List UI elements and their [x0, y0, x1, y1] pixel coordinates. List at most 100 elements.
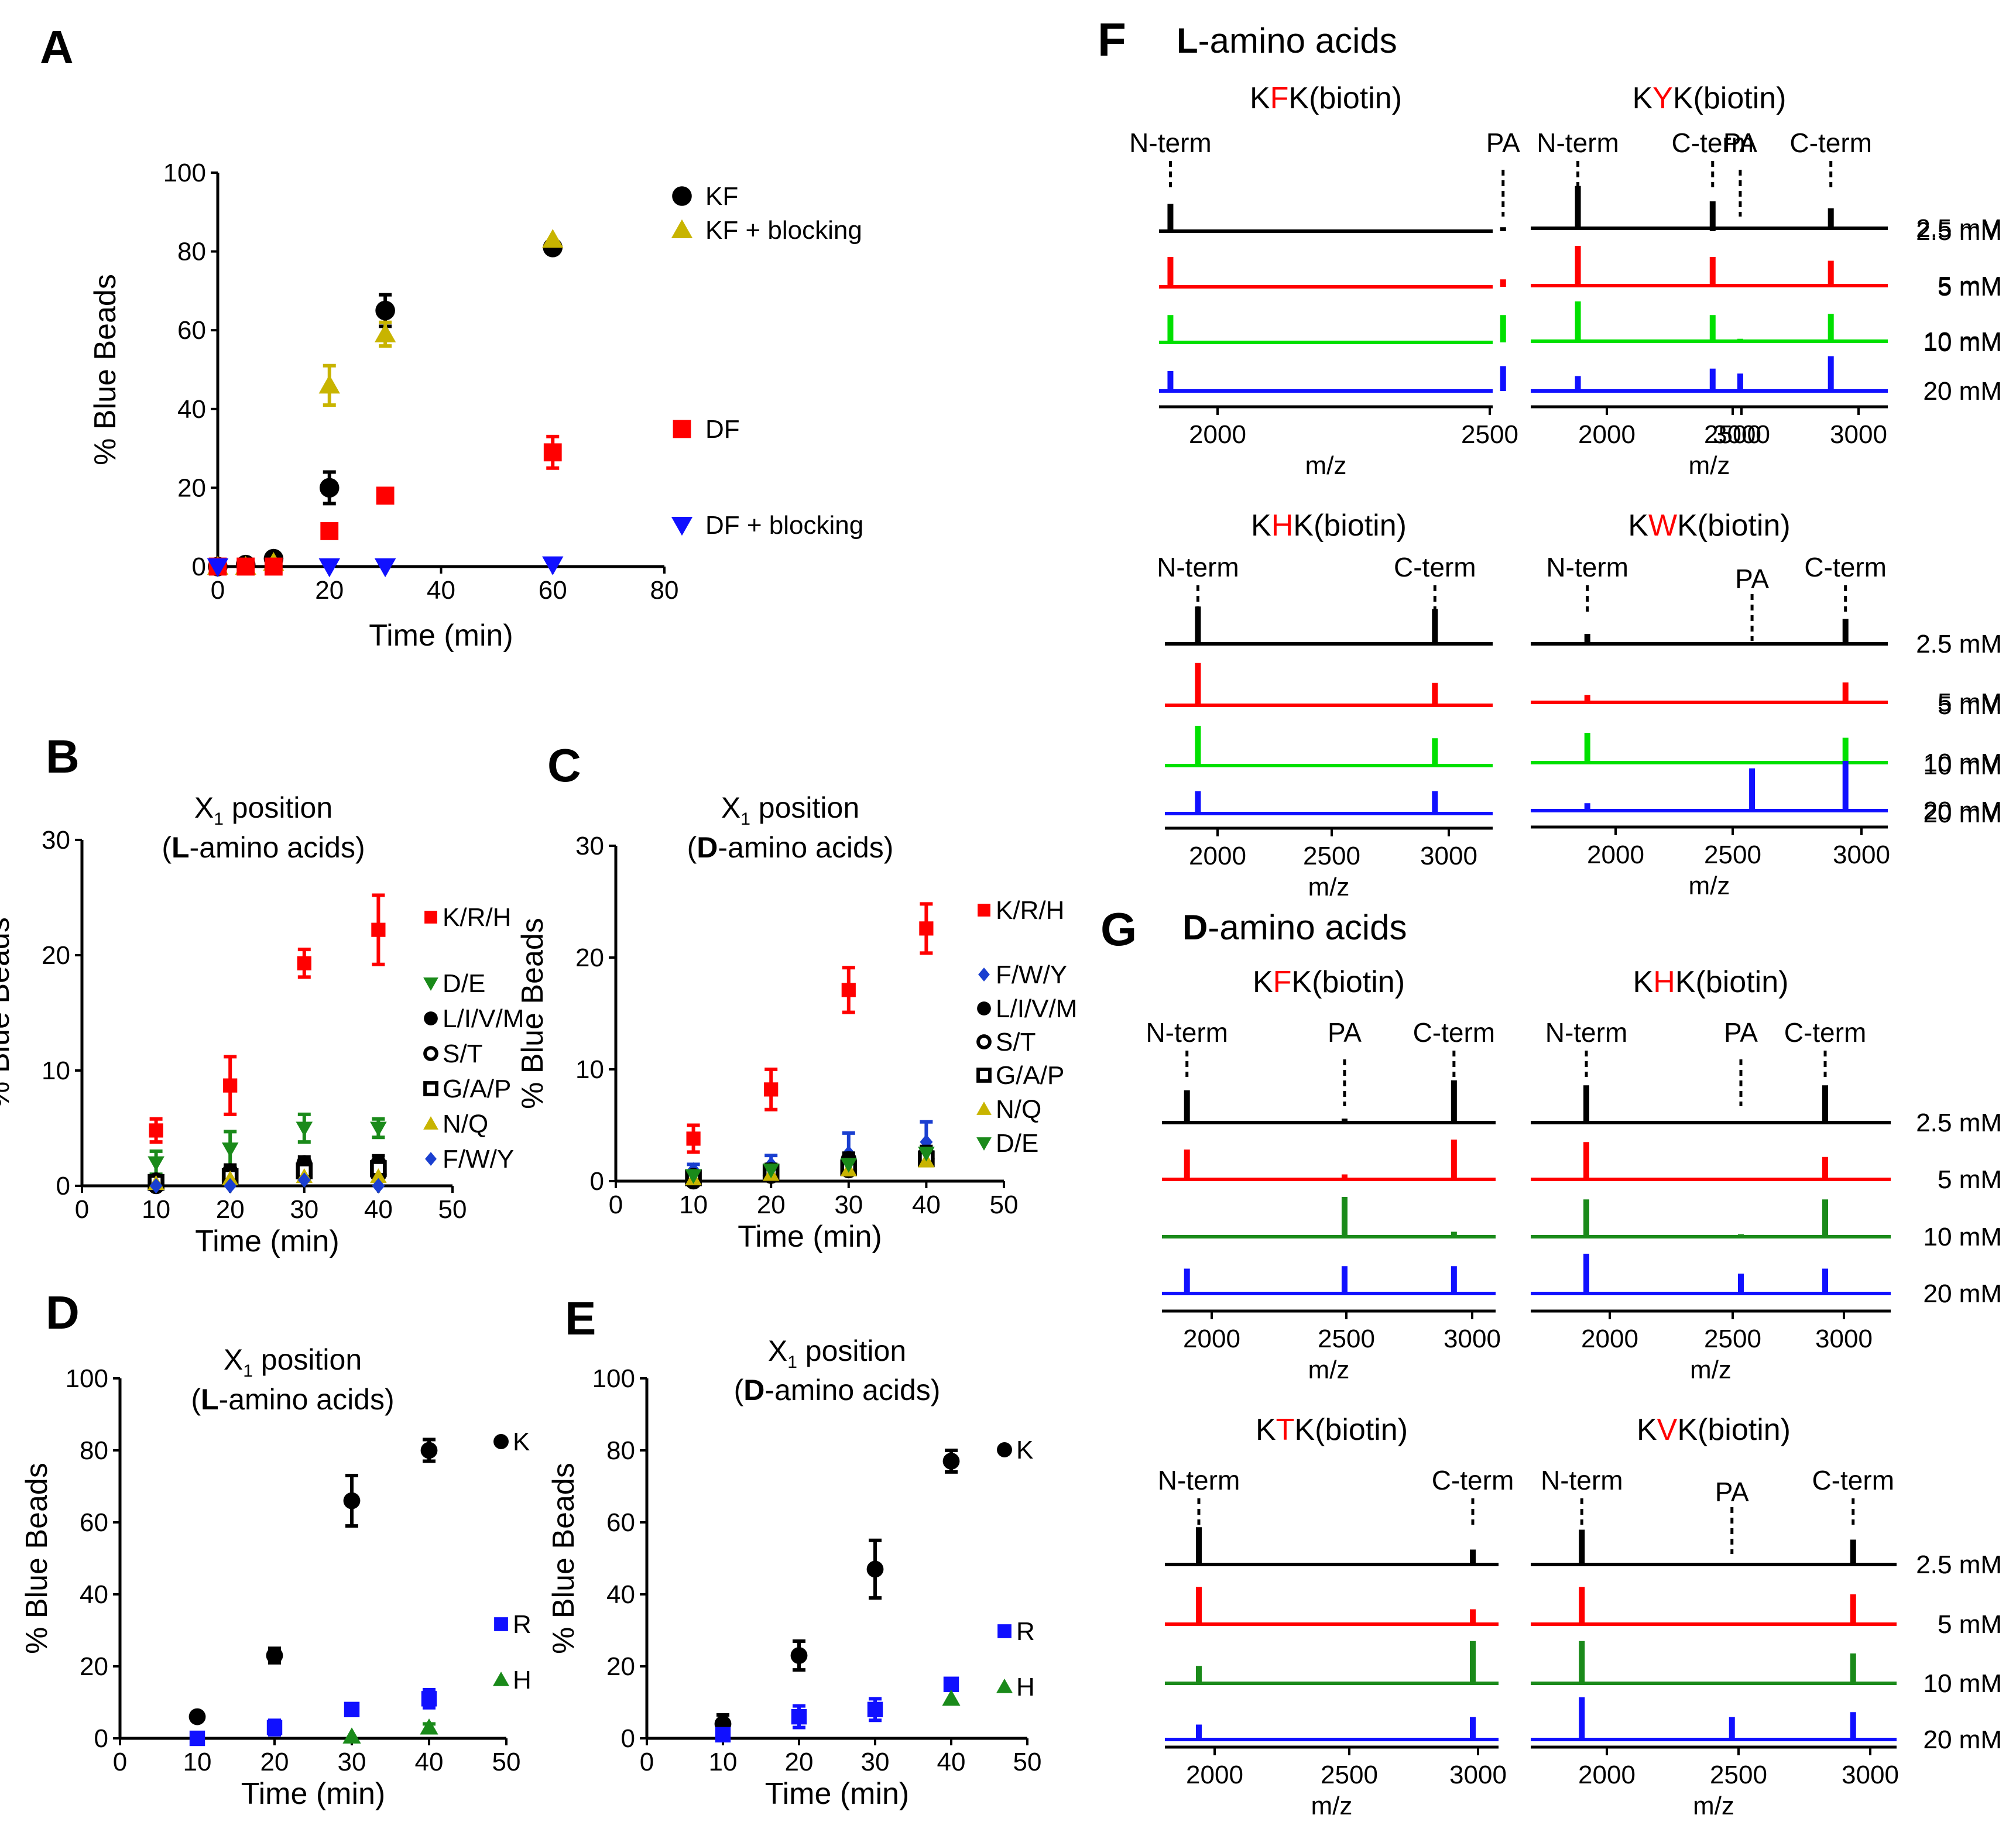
title-rest2: -amino acids) [764, 1374, 940, 1406]
legend-marker [976, 1137, 992, 1151]
ms-title: KHK(biotin) [1633, 965, 1789, 999]
ms-x-tick-label: 2500 [1318, 1325, 1375, 1353]
legend-marker [978, 904, 990, 917]
concentration-label: 5 mM [1938, 688, 2002, 717]
cterm-peak [1828, 260, 1834, 286]
pa-peak [1341, 1119, 1348, 1123]
pa-peak [1500, 315, 1506, 342]
nterm-peak [1575, 246, 1581, 286]
panel-letter-G: G [1100, 903, 1137, 955]
data-point [189, 1730, 205, 1747]
data-point [790, 1647, 808, 1664]
ms-x-tick-label: 2000 [1186, 1761, 1243, 1789]
legend-marker [672, 186, 692, 206]
pa-peak [1749, 768, 1756, 811]
title-bold: L [172, 831, 190, 864]
ms-title: KVK(biotin) [1637, 1413, 1791, 1447]
ms-title-aa: F [1270, 81, 1289, 115]
nterm-label: N-term [1146, 1017, 1228, 1048]
x-tick-label: 50 [990, 1190, 1019, 1219]
ms-title-pre: K [1637, 1413, 1657, 1447]
x-tick-label: 50 [492, 1748, 521, 1776]
ms-x-tick-label: 2000 [1578, 420, 1636, 449]
legend-label: N/Q [443, 1110, 488, 1138]
legend-marker [492, 1671, 510, 1686]
cterm-peak [1709, 368, 1716, 391]
x-tick-label: 30 [290, 1195, 318, 1224]
ms-title: KFK(biotin) [1253, 965, 1405, 999]
legend-marker [976, 1034, 992, 1049]
y-tick-label: 100 [66, 1364, 108, 1393]
nterm-peak [1584, 803, 1590, 811]
legend-marker [425, 1152, 437, 1166]
data-point [919, 921, 934, 936]
cterm-peak [1432, 609, 1438, 644]
ms-title: KFK(biotin) [1250, 81, 1402, 115]
data-point [370, 1121, 387, 1137]
ms-title: KTK(biotin) [1256, 1413, 1408, 1447]
nterm-peak [1575, 186, 1581, 228]
ms-x-tick-label: 3000 [1833, 840, 1890, 869]
concentration-label: 20 mM [1924, 377, 2002, 406]
y-axis-label: % Blue Beads [20, 1463, 54, 1654]
concentration-label: 10 mM [1924, 1223, 2002, 1251]
chart-title-line2: (L-amino acids) [162, 831, 365, 864]
data-point [420, 1718, 438, 1735]
data-point [942, 1453, 960, 1470]
nterm-label: N-term [1546, 552, 1628, 582]
nterm-peak [1579, 1697, 1585, 1739]
x-tick-label: 80 [650, 576, 679, 605]
x-tick-label: 40 [415, 1748, 444, 1776]
pa-label: PA [1715, 1477, 1749, 1507]
legend-marker [423, 1046, 438, 1061]
legend-label: F/W/Y [996, 960, 1067, 989]
title-paren: ( [191, 1383, 201, 1416]
series-F-W-Y [149, 1172, 385, 1194]
title-subscript: 1 [787, 1353, 797, 1372]
cterm-peak [1842, 619, 1849, 644]
nterm-label: N-term [1129, 128, 1212, 158]
legend-marker [976, 1102, 992, 1115]
chart-title-line2: (D-amino acids) [687, 831, 894, 864]
pa-peak [1500, 227, 1506, 231]
title-rest: position [750, 791, 859, 824]
legend-label: L/I/V/M [996, 994, 1077, 1023]
data-point [866, 1560, 884, 1578]
y-tick-label: 0 [621, 1724, 635, 1753]
series-R [715, 1676, 959, 1743]
concentration-label: 10 mM [1924, 749, 2002, 777]
nterm-peak [1167, 315, 1174, 342]
concentration-label: 2.5 mM [1916, 630, 2002, 658]
title-x: X [194, 791, 214, 824]
data-point [374, 558, 396, 578]
y-tick-label: 20 [42, 941, 70, 970]
ms-x-tick-label: 2000 [1581, 1325, 1638, 1353]
concentration-label: 5 mM [1938, 1165, 2002, 1194]
data-point [221, 1170, 239, 1186]
title-subscript: 1 [740, 809, 750, 829]
ms-title: KWK(biotin) [1628, 509, 1790, 543]
x-tick-label: 40 [364, 1195, 393, 1224]
ms-x-axis-label: m/z [1308, 873, 1350, 901]
y-tick-label: 40 [177, 395, 206, 424]
data-point [342, 1727, 361, 1744]
cterm-peak [1432, 682, 1438, 705]
ms-title-pre: K [1256, 1413, 1276, 1447]
ms-x-tick-label: 2500 [1704, 1325, 1761, 1353]
pa-label: PA [1723, 128, 1757, 158]
ms-title-post: K(biotin) [1673, 81, 1787, 115]
ms-title-aa: W [1648, 509, 1677, 543]
nterm-peak [1579, 1529, 1585, 1564]
ms-x-tick-label: 2500 [1710, 1761, 1767, 1789]
ms-x-axis-label: m/z [1689, 451, 1730, 480]
panel-letter-B: B [46, 730, 80, 783]
x-tick-label: 10 [142, 1195, 170, 1224]
legend-label: DF + blocking [705, 511, 863, 540]
concentration-label: 20 mM [1924, 1725, 2002, 1754]
legend-marker [424, 1011, 438, 1025]
